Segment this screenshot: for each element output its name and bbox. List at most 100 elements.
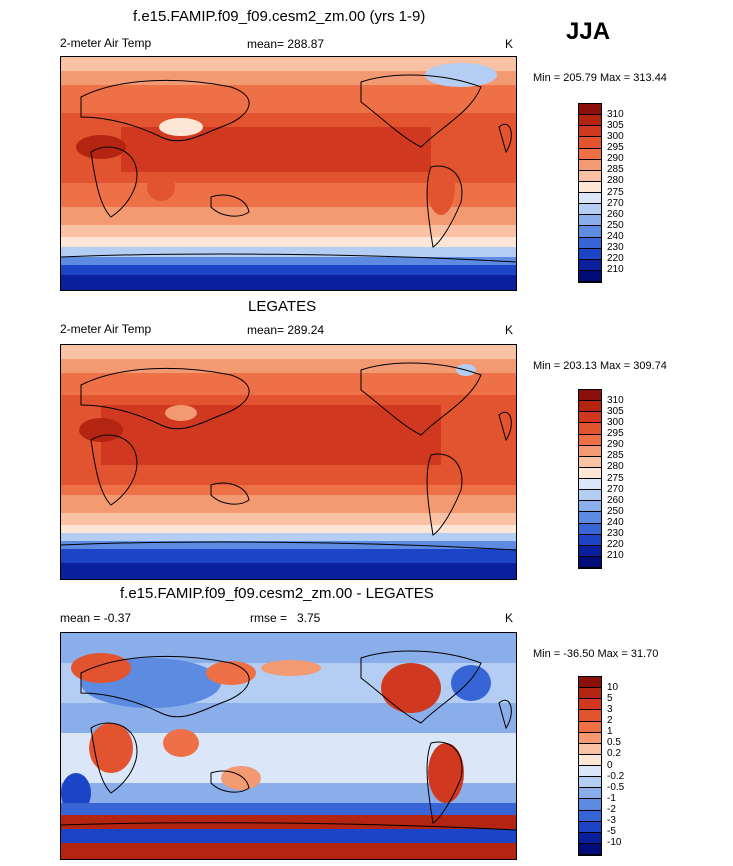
panel1-colorbar	[578, 103, 602, 283]
panel2-colorbar-tick: 310	[607, 394, 624, 406]
panel1-map	[60, 56, 517, 291]
panel2-colorbar	[578, 389, 602, 569]
panel3-colorbar-swatch	[579, 766, 601, 778]
panel2-colorbar-swatch	[579, 534, 601, 546]
panel2-colorbar-tick: 280	[607, 461, 624, 473]
panel3-colorbar-swatch	[579, 788, 601, 800]
panel2-colorbar-tick: 295	[607, 428, 624, 439]
panel1-colorbar-tick: 310	[607, 108, 624, 120]
panel2-colorbar-swatch	[579, 434, 601, 446]
panel3-colorbar-tick: 2	[607, 715, 613, 726]
panel3-colorbar-tick: -10	[607, 837, 622, 849]
panel1-colorbar-swatch	[579, 159, 601, 171]
panel2-map-graphic	[61, 345, 516, 579]
panel2-colorbar-swatch	[579, 445, 601, 457]
panel3-colorbar-tick: -3	[607, 815, 616, 827]
panel2-colorbar-tick: 270	[607, 483, 624, 495]
panel1-colorbar-tick: 300	[607, 130, 624, 142]
panel3-map-graphic	[61, 633, 516, 859]
panel1-colorbar-tick: 290	[607, 153, 624, 165]
panel1-map-graphic	[61, 57, 516, 290]
panel2-colorbar-swatch	[579, 512, 601, 524]
panel2-colorbar-swatch	[579, 490, 601, 502]
panel2-mean-label: mean= 289.24	[247, 323, 325, 337]
panel2-colorbar-swatch	[579, 523, 601, 535]
panel1-colorbar-swatch	[579, 215, 601, 227]
panel2-unit-label: K	[505, 323, 514, 337]
panel3-colorbar-tick: 0.5	[607, 737, 621, 749]
season-label: JJA	[566, 18, 611, 45]
panel1-colorbar-tick: 285	[607, 164, 624, 176]
panel1-colorbar-tick: 250	[607, 219, 624, 231]
panel3-mean-label: mean = -0.37	[60, 611, 132, 625]
panel2-colorbar-swatch	[579, 412, 601, 424]
panel2-map	[60, 344, 517, 580]
panel3-colorbar-swatch	[579, 699, 601, 711]
panel2-colorbar-tick: 240	[607, 517, 624, 528]
panel1-colorbar-swatch	[579, 115, 601, 127]
panel2-colorbar-swatch	[579, 390, 601, 402]
panel1-colorbar-swatch	[579, 237, 601, 249]
panel1-title: f.e15.FAMIP.f09_f09.cesm2_zm.00 (yrs 1-9…	[133, 8, 426, 25]
panel2-colorbar-swatch	[579, 545, 601, 557]
panel2-colorbar-swatch	[579, 456, 601, 468]
panel3-colorbar-tick: 3	[607, 703, 613, 715]
panel2-colorbar-tick: 230	[607, 528, 624, 540]
panel3-colorbar-tick: -5	[607, 826, 616, 838]
panel3-colorbar-swatch	[579, 832, 601, 844]
panel2-colorbar-swatch	[579, 423, 601, 435]
panel1-colorbar-tick: 230	[607, 242, 624, 254]
panel1-colorbar-tick: 275	[607, 186, 624, 198]
panel3-colorbar-swatch	[579, 810, 601, 822]
panel1-colorbar-tick: 295	[607, 142, 624, 153]
panel1-colorbar-swatch	[579, 148, 601, 160]
panel3-colorbar	[578, 676, 602, 856]
panel3-colorbar-swatch	[579, 799, 601, 811]
panel3-map	[60, 632, 517, 860]
panel3-colorbar-tick: -0.2	[607, 770, 625, 782]
panel3-colorbar-swatch	[579, 843, 601, 855]
panel1-colorbar-swatch	[579, 226, 601, 238]
panel1-colorbar-swatch	[579, 137, 601, 149]
panel3-colorbar-swatch	[579, 821, 601, 833]
panel1-colorbar-tick: 210	[607, 264, 624, 276]
panel1-colorbar-swatch	[579, 126, 601, 138]
panel3-colorbar-swatch	[579, 754, 601, 766]
panel2-colorbar-tick: 275	[607, 472, 624, 484]
panel3-colorbar-swatch	[579, 721, 601, 733]
panel2-colorbar-tick: 210	[607, 550, 624, 562]
panel3-rmse-value: 3.75	[297, 611, 321, 625]
panel3-colorbar-tick: -1	[607, 792, 616, 804]
panel3-colorbar-tick: 10	[607, 681, 619, 693]
panel1-colorbar-tick: 220	[607, 253, 624, 265]
panel3-colorbar-tick: -0.5	[607, 781, 625, 793]
panel1-colorbar-swatch	[579, 270, 601, 282]
panel1-colorbar-swatch	[579, 204, 601, 216]
panel3-rmse-label: rmse =	[250, 611, 288, 625]
panel1-colorbar-tick: 280	[607, 175, 624, 187]
panel1-colorbar-swatch	[579, 170, 601, 182]
panel3-colorbar-tick: -2	[607, 804, 616, 815]
panel1-colorbar-swatch	[579, 248, 601, 260]
panel1-mean-label: mean= 288.87	[247, 37, 325, 51]
panel3-colorbar-swatch	[579, 688, 601, 700]
panel1-colorbar-tick: 240	[607, 231, 624, 242]
panel3-colorbar-swatch	[579, 710, 601, 722]
panel1-colorbar-swatch	[579, 104, 601, 116]
panel2-colorbar-swatch	[579, 479, 601, 491]
panel2-variable-label: 2-meter Air Temp	[60, 322, 152, 336]
panel2-colorbar-tick: 290	[607, 439, 624, 451]
panel2-colorbar-tick: 305	[607, 405, 624, 417]
panel2-minmax-label: Min = 203.13 Max = 309.74	[533, 360, 667, 372]
panel2-colorbar-swatch	[579, 501, 601, 513]
panel1-colorbar-tick: 260	[607, 208, 624, 220]
panel2-colorbar-tick: 260	[607, 494, 624, 506]
panel1-unit-label: K	[505, 37, 514, 51]
panel3-minmax-label: Min = -36.50 Max = 31.70	[533, 648, 659, 660]
panel2-colorbar-tick: 300	[607, 416, 624, 428]
panel3-colorbar-swatch	[579, 732, 601, 744]
panel3-colorbar-swatch	[579, 743, 601, 755]
panel1-colorbar-tick: 270	[607, 197, 624, 209]
panel2-colorbar-tick: 220	[607, 539, 624, 551]
panel3-colorbar-tick: 1	[607, 726, 613, 738]
